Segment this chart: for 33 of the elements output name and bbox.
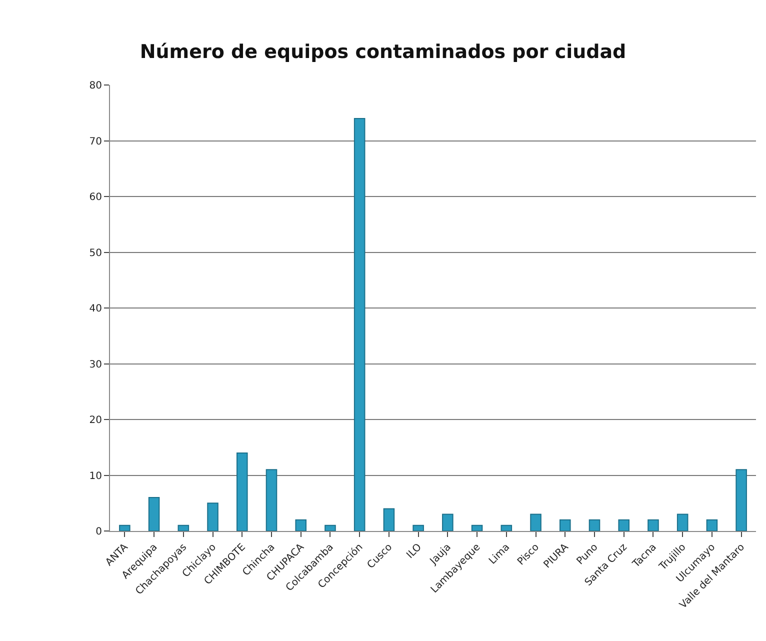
y-tick-label: 30 xyxy=(89,359,102,370)
bar xyxy=(530,514,542,531)
bar xyxy=(354,118,366,531)
y-tick-label: 20 xyxy=(89,415,102,426)
y-tick-label: 10 xyxy=(89,470,102,482)
bar xyxy=(178,524,190,531)
bar xyxy=(500,524,512,531)
bar xyxy=(736,469,747,531)
x-tick-label: ILO xyxy=(404,542,424,562)
bar xyxy=(148,497,160,531)
bar xyxy=(648,519,659,531)
y-tick-label: 60 xyxy=(89,192,102,203)
y-tick-label: 50 xyxy=(89,248,102,259)
bar xyxy=(471,524,483,531)
chart-title: Número de equipos contaminados por ciudad xyxy=(140,41,626,64)
y-tick-label: 40 xyxy=(89,304,102,314)
bar xyxy=(618,519,630,531)
bar xyxy=(442,514,454,531)
bar xyxy=(266,469,278,531)
bar xyxy=(560,519,571,531)
bar xyxy=(295,519,306,531)
bar xyxy=(706,519,718,531)
y-tick-label: 0 xyxy=(96,526,102,538)
bar xyxy=(676,514,688,531)
bar xyxy=(324,524,336,531)
bar xyxy=(588,519,600,531)
bar xyxy=(119,524,130,531)
y-tick-label: 80 xyxy=(89,80,102,92)
bar xyxy=(383,508,395,531)
bar xyxy=(207,502,218,531)
bar xyxy=(412,524,424,531)
bar xyxy=(236,452,248,531)
y-tick-label: 70 xyxy=(89,136,102,148)
